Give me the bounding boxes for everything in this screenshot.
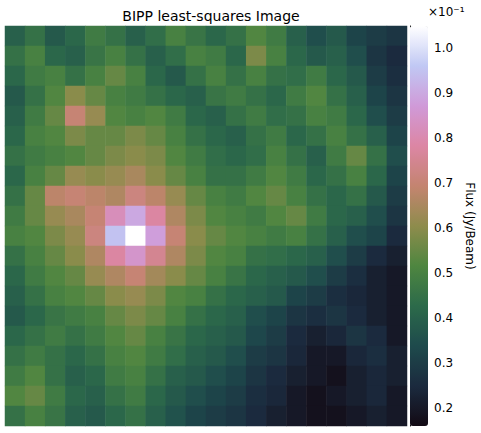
svg-text:0.3: 0.3 — [434, 356, 453, 370]
svg-text:0.6: 0.6 — [434, 221, 453, 235]
svg-text:0.8: 0.8 — [434, 131, 453, 145]
svg-text:Flux (Jy/Beam): Flux (Jy/Beam) — [463, 182, 477, 269]
svg-text:×10⁻¹: ×10⁻¹ — [428, 5, 465, 19]
svg-text:0.9: 0.9 — [434, 86, 453, 100]
svg-text:0.5: 0.5 — [434, 266, 453, 280]
svg-text:0.7: 0.7 — [434, 176, 453, 190]
svg-text:0.2: 0.2 — [434, 401, 453, 415]
svg-text:1.0: 1.0 — [434, 41, 453, 55]
svg-text:0.4: 0.4 — [434, 311, 453, 325]
svg-text:BIPP least-squares Image: BIPP least-squares Image — [122, 8, 299, 24]
